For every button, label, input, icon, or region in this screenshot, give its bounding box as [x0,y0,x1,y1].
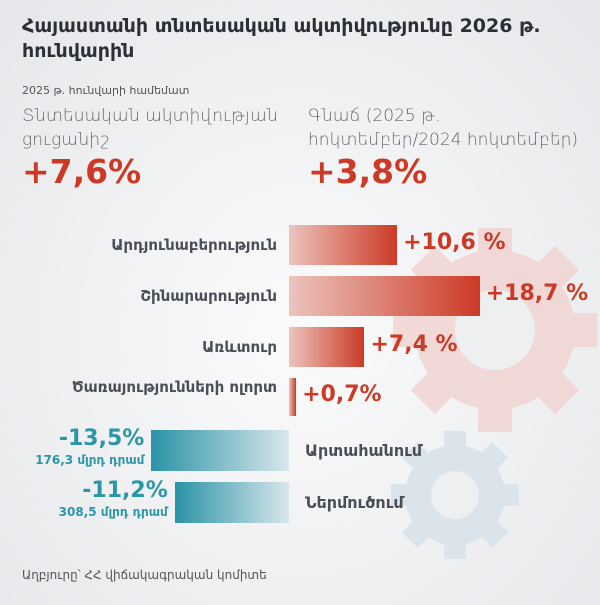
kpi-inflation: Գնաճ (2025 թ. հոկտեմբեր/2024 հոկտեմբեր) … [308,104,598,191]
gear-tooth [401,519,431,549]
kpi-label: Տնտեսական ակտիվության ցուցանիշ [22,106,278,150]
category-label: Ներմուծում [305,493,404,512]
category-label: Շինարարություն [140,286,277,305]
category-label: Արտահանում [305,441,423,460]
category-label: Առևտուր [202,337,277,356]
page-title: Հայաստանի տնտեսական ակտիվությունը 2026 թ… [22,15,541,62]
value-label: +10,6 % [403,230,506,255]
bar [289,276,480,316]
red-gear-icon [393,228,597,432]
gear-tooth [410,371,454,415]
gear-tooth [478,228,512,254]
gear-tooth [479,441,509,471]
bar [151,430,289,471]
value-label: +7,4 % [370,332,458,357]
bar [174,482,289,523]
kpi-value: +3,8% [308,152,428,191]
bar [289,327,365,367]
gear-tooth [536,371,580,415]
gear-tooth [478,406,512,432]
gear-tooth [479,519,509,549]
subtitle: 2025 թ. հունվարի համեմատ [22,84,190,97]
value-label: +18,7 % [485,281,589,306]
sub-label: 308,5 մլրդ դրամ [58,505,168,519]
value-label: -13,5% [58,426,145,451]
gear-tooth [391,484,409,506]
category-label: Արդյունաբերություն [111,235,277,254]
gear-tooth [571,313,597,347]
value-label: +0,7% [302,382,382,407]
source-note: Աղբյուրը՝ ՀՀ վիճակագրական կոմիտե [22,568,267,582]
kpi-label: Գնաճ (2025 թ. հոկտեմբեր/2024 հոկտեմբեր) [308,106,579,150]
gear-tooth [501,484,519,506]
kpi-value: +7,6% [22,152,142,191]
gear-tooth [401,441,431,471]
sub-label: 176,3 մլրդ դրամ [35,453,145,467]
gear-tooth [393,313,419,347]
blue-gear-icon [391,431,519,559]
gear-tooth [536,245,580,289]
gear-tooth [444,431,466,449]
category-label: Ծառայությունների ոլորտ [71,378,277,396]
value-label: -11,2% [82,478,168,503]
kpi-activity: Տնտեսական ակտիվության ցուցանիշ +7,6% [22,104,282,191]
gear-tooth [444,541,466,559]
bar [289,378,297,416]
bar [289,225,398,265]
